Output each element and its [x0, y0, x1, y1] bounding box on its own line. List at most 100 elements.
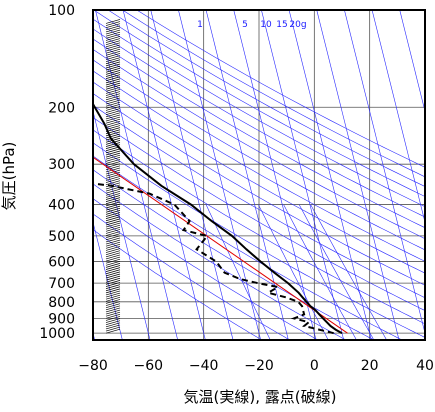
wind-barb: [105, 286, 121, 292]
mixing-ratio-label: 1: [197, 20, 203, 30]
wind-barb: [105, 210, 121, 215]
wind-barb: [105, 235, 121, 241]
mixing-ratio-labels: 1 5 10 15 20g: [197, 20, 306, 30]
wind-barb: [105, 31, 121, 37]
wind-barb: [105, 148, 121, 154]
y-tick-label: 300: [48, 157, 75, 173]
wind-barb: [105, 57, 121, 62]
wind-barb: [105, 180, 121, 186]
dry-adiabat-line: [93, 229, 262, 340]
y-tick-label: 400: [48, 198, 75, 214]
wind-barb: [105, 152, 121, 158]
dry-adiabat-line: [136, 10, 425, 168]
parcel-path-line: [93, 156, 348, 334]
x-tick-label: −20: [244, 358, 274, 374]
x-tick-labels: −80 −60 −40 −20 0 20 40: [78, 358, 434, 374]
wind-barb: [105, 294, 121, 300]
x-axis-title: 気温(実線), 露点(破線): [184, 388, 337, 406]
wind-barb: [105, 263, 121, 268]
wind-barb: [105, 188, 121, 194]
wind-barb: [105, 318, 121, 323]
wind-barb: [105, 82, 121, 88]
reference-lines: [93, 10, 425, 340]
wind-barb: [105, 199, 121, 205]
wind-barb: [105, 53, 121, 58]
dry-adiabat-line: [93, 155, 403, 340]
wind-barb: [105, 316, 121, 321]
mixing-ratio-line: [283, 204, 357, 340]
wind-barb: [105, 267, 121, 272]
dry-adiabat-line: [93, 10, 425, 197]
plot-frame: [92, 9, 426, 341]
y-tick-label: 1000: [39, 326, 75, 342]
isotherm-line: [93, 110, 151, 340]
wind-barb: [105, 250, 121, 256]
wind-barb: [105, 280, 121, 285]
isotherm-line: [288, 10, 372, 340]
wind-barb: [105, 169, 121, 175]
wind-barb: [105, 95, 121, 101]
wind-barb: [105, 301, 121, 306]
series-lines: [93, 101, 348, 335]
wind-barb: [105, 271, 121, 277]
y-axis-title: 気圧(hPa): [0, 142, 18, 211]
wind-barb: [105, 313, 121, 319]
wind-barb: [105, 265, 121, 270]
wind-barb: [105, 159, 121, 164]
isotherm-line: [93, 220, 123, 340]
dry-adiabat-line: [93, 213, 290, 340]
wind-barb: [105, 273, 121, 279]
x-tick-label: 40: [416, 358, 434, 374]
dry-adiabat-line: [93, 81, 425, 274]
wind-barb: [105, 50, 121, 56]
dry-adiabat-line: [93, 198, 318, 340]
wind-barb: [105, 303, 121, 309]
x-tick-label: −60: [134, 358, 164, 374]
wind-barb: [105, 93, 121, 99]
wind-barb: [105, 59, 121, 65]
wind-barb: [105, 87, 121, 92]
isotherm-line: [233, 10, 317, 340]
wind-barb: [105, 99, 121, 105]
dry-adiabat-line: [93, 38, 425, 229]
mixing-ratio-label: 5: [242, 20, 248, 30]
dry-adiabat-line: [93, 48, 425, 240]
wind-barb: [105, 201, 121, 207]
dry-adiabat-line: [93, 28, 425, 218]
wind-barb: [105, 114, 121, 120]
wind-barb: [105, 205, 121, 211]
wind-barb: [105, 161, 121, 166]
mixing-ratio-line: [205, 204, 271, 340]
wind-barb: [105, 269, 121, 275]
wind-barb: [105, 309, 121, 315]
wind-barb: [105, 216, 121, 222]
isotherm-line: [316, 10, 400, 340]
dry-adiabat-line: [122, 10, 425, 178]
wind-barb: [105, 61, 121, 67]
wind-barb: [105, 229, 121, 234]
isotherm-line: [122, 10, 206, 340]
dry-adiabat-line: [107, 10, 425, 187]
wind-barb: [105, 120, 121, 126]
mixing-ratio-line: [310, 204, 387, 340]
wind-barb: [105, 70, 121, 75]
dry-adiabat-line: [93, 104, 425, 299]
wind-barb: [105, 38, 121, 43]
x-tick-label: 20: [361, 358, 379, 374]
wind-barb: [105, 142, 121, 147]
wind-barb: [105, 214, 121, 219]
wind-barb: [105, 19, 121, 24]
wind-barb: [105, 258, 121, 264]
wind-barb: [105, 299, 121, 304]
wind-barb: [105, 116, 121, 122]
x-tick-label: −80: [78, 358, 108, 374]
wind-barb: [105, 29, 121, 35]
wind-barb: [105, 112, 121, 118]
y-tick-label: 900: [48, 311, 75, 327]
wind-barb: [105, 305, 121, 311]
wind-barb: [105, 167, 121, 173]
wind-barb: [105, 243, 121, 249]
wind-barb: [105, 97, 121, 103]
